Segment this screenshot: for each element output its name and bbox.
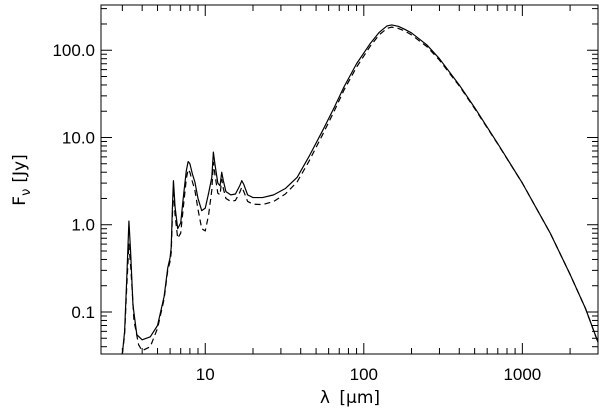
y-tick-label: 1.0	[71, 216, 95, 235]
y-tick-label: 10.0	[62, 128, 95, 147]
x-axis-title: λ [μm]	[320, 388, 380, 408]
y-axis-title: Fν[Jy]	[10, 154, 34, 205]
x-tick-label: 1000	[503, 365, 541, 384]
tick-labels: 10 100 1000 0.1 1.0 10.0 100.0	[52, 41, 541, 384]
axis-ticks	[101, 5, 599, 354]
series-group	[121, 24, 599, 355]
plot-frame	[100, 4, 599, 355]
series-solid-line	[121, 24, 599, 355]
y-tick-label: 100.0	[52, 41, 95, 60]
x-tick-label: 10	[196, 365, 215, 384]
series-dashed-line	[121, 26, 599, 355]
y-tick-label: 0.1	[71, 303, 95, 322]
x-tick-label: 100	[350, 365, 378, 384]
